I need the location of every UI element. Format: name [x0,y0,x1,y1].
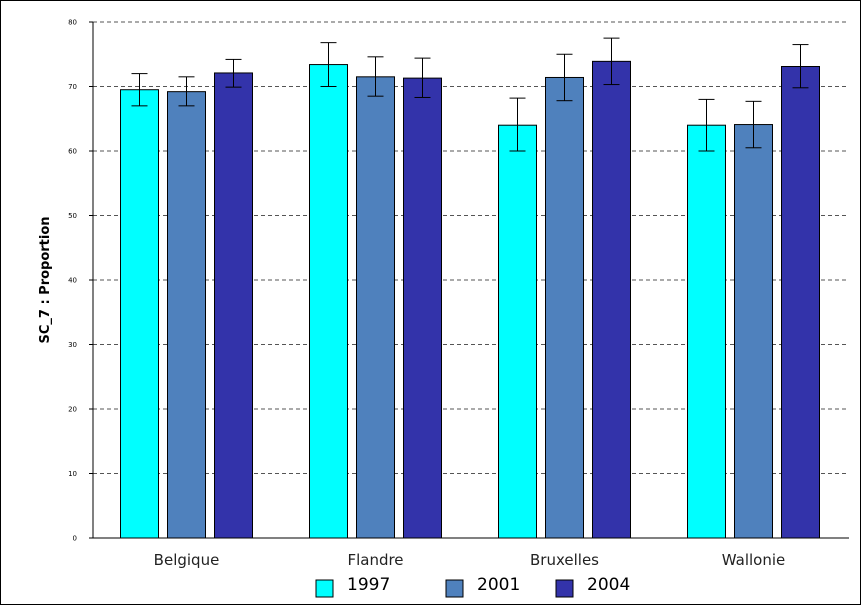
category-label-flandre: Flandre [347,551,403,569]
bar-belgique-2004 [214,72,253,539]
bar-wallonie-1997 [687,124,726,539]
y-tick-labels: 0 10 20 30 40 50 60 70 80 [68,19,77,543]
bar-flandre-1997 [309,64,348,539]
y-axis-title: SC_7 : Proportion [38,216,53,343]
category-label-wallonie: Wallonie [722,551,785,569]
y-tick-label-40: 40 [68,277,77,285]
bar-bruxelles-2004 [592,60,631,539]
legend-label-2004: 2004 [587,575,630,595]
legend-swatch-2004 [555,579,574,598]
axes [92,22,849,539]
y-tick-label-60: 60 [68,148,77,156]
category-label-bruxelles: Bruxelles [530,551,599,569]
bar-flandre-2001 [356,76,395,539]
legend-label-2001: 2001 [477,575,520,595]
bar-wallonie-2004 [781,66,820,539]
legend: 1997 2001 2004 [315,575,630,598]
category-label-belgique: Belgique [154,551,220,569]
y-tick-label-10: 10 [68,470,77,478]
category-labels: Belgique Flandre Bruxelles Wallonie [154,551,786,569]
y-tick-label-30: 30 [68,341,77,349]
bar-flandre-2004 [403,77,442,539]
y-tick-label-70: 70 [68,83,77,91]
legend-label-1997: 1997 [347,575,390,595]
legend-swatch-1997 [315,579,334,598]
y-tick-label-20: 20 [68,406,77,414]
bar-bruxelles-2001 [545,76,584,539]
y-tick-label-50: 50 [68,212,77,220]
y-tick-label-80: 80 [68,19,77,27]
y-tick-label-0: 0 [73,535,77,543]
bars [120,60,820,539]
legend-swatch-2001 [445,579,464,598]
bar-bruxelles-1997 [498,124,537,539]
bar-belgique-1997 [120,89,159,539]
error-bars [131,37,809,152]
bar-wallonie-2001 [734,124,773,539]
bar-belgique-2001 [167,91,206,539]
